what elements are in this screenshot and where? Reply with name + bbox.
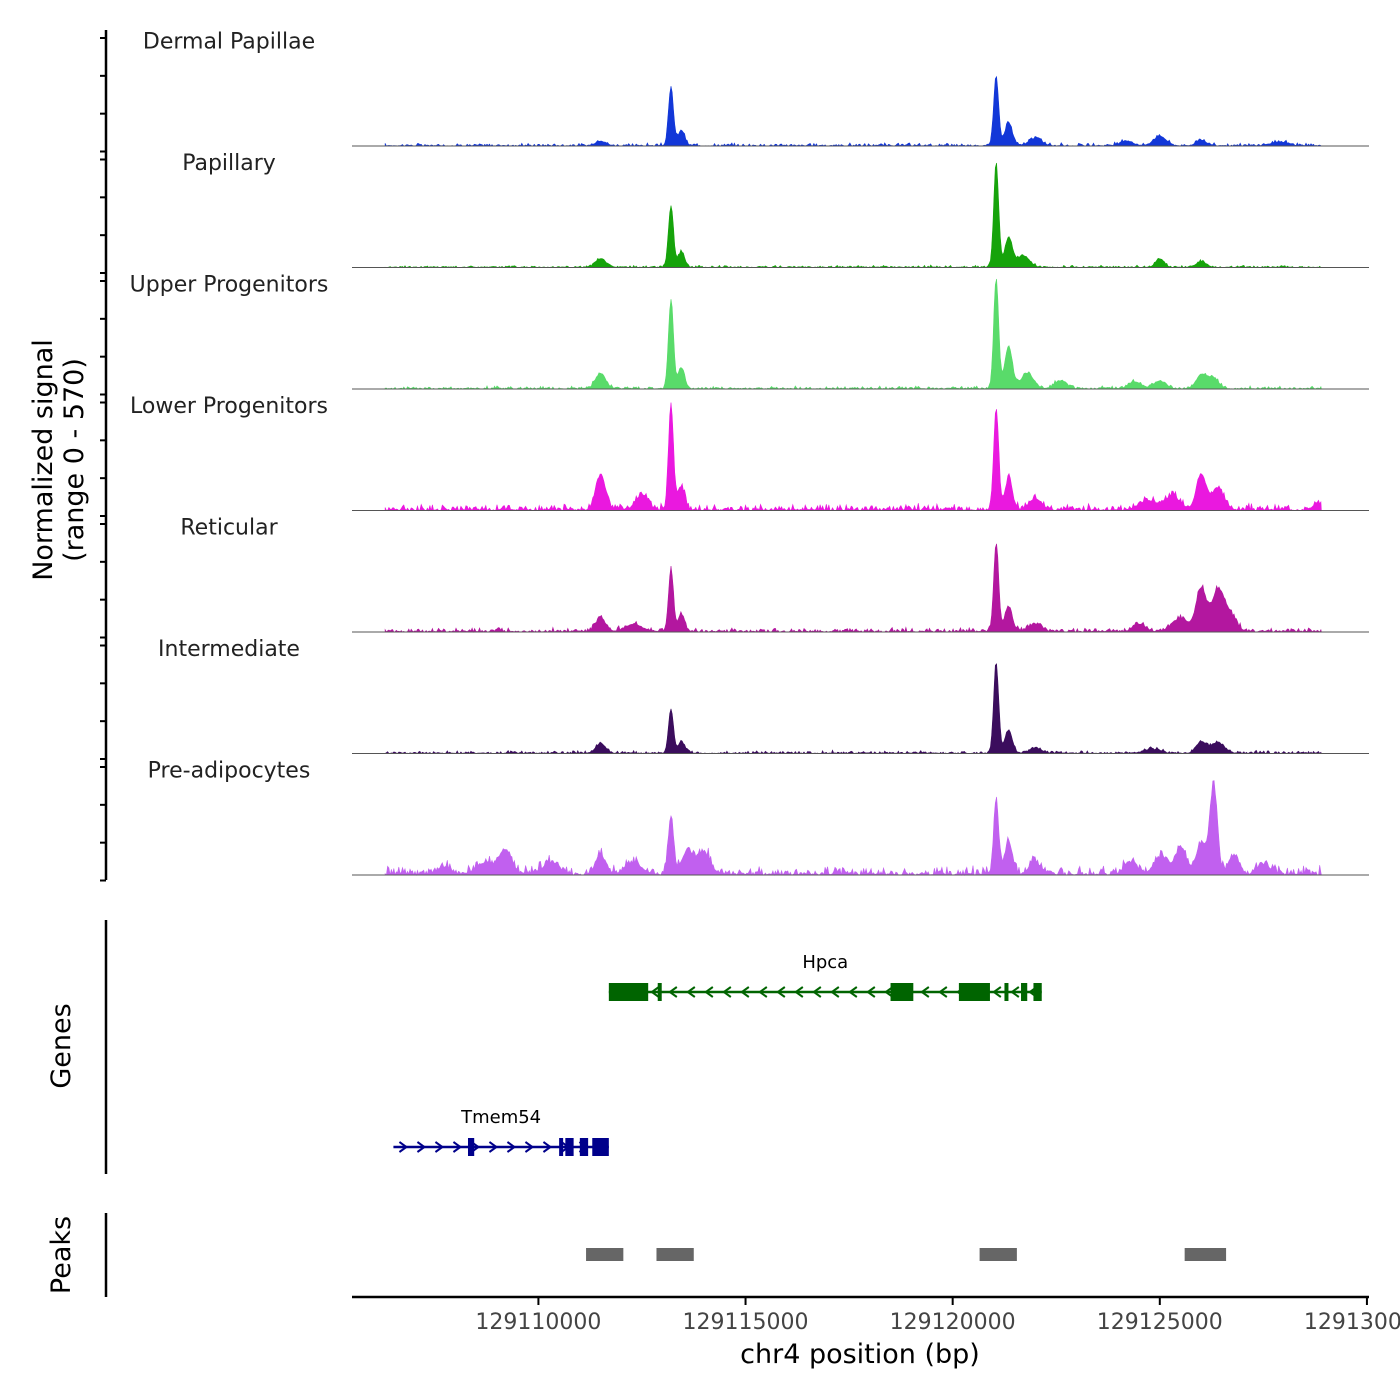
strand-arrow-icon [884, 986, 894, 998]
gene-exon [1021, 983, 1028, 1001]
coverage-signal [384, 162, 1322, 268]
strand-arrow-icon [650, 986, 660, 998]
genes-ylabel: Genes [46, 1003, 77, 1088]
gene-label: Hpca [802, 952, 848, 973]
x-tick-label: 129115000 [683, 1310, 809, 1335]
strand-arrow-icon [776, 986, 786, 998]
gene-exon [890, 983, 914, 1001]
x-axis: 129110000 129115000 129120000 129125000 1291… [352, 1295, 1400, 1335]
strand-arrow-icon [452, 1141, 463, 1153]
track-label: Intermediate [158, 637, 300, 662]
gene-exon [592, 1138, 609, 1156]
strand-arrow-icon [668, 986, 678, 998]
coverage-signal [384, 402, 1322, 512]
track-label: Pre-adipocytes [148, 758, 311, 783]
strand-arrow-icon [866, 986, 876, 998]
strand-arrow-icon [524, 1141, 535, 1153]
coverage-signal [384, 543, 1322, 633]
x-tick-label: 129110000 [475, 1310, 601, 1335]
peak-region [1184, 1248, 1227, 1261]
coverage-ylabel-line2: (range 0 - 570) [59, 358, 90, 562]
gene-exon [1004, 983, 1009, 1001]
gene-exon [579, 1138, 589, 1156]
gene-exon [559, 1138, 564, 1156]
genes-panel: Hpca Tmem54 [104, 920, 1042, 1174]
peak-region [586, 1248, 624, 1261]
coverage-signal [384, 780, 1322, 877]
peak-region [656, 1248, 694, 1261]
coverage-signal [384, 278, 1322, 390]
x-tick-label: 129130000 [1304, 1310, 1400, 1335]
x-tick-label: 129120000 [890, 1310, 1016, 1335]
strand-arrow-icon [434, 1141, 445, 1153]
peaks-panel [104, 1213, 1227, 1297]
gene-label: Tmem54 [460, 1107, 541, 1128]
track-label: Upper Progenitors [130, 272, 329, 297]
strand-arrow-icon [992, 986, 1002, 998]
track-label: Lower Progenitors [130, 394, 328, 419]
strand-arrow-icon [722, 986, 732, 998]
gene-exon [1033, 983, 1042, 1001]
x-tick-label: 129125000 [1097, 1310, 1223, 1335]
strand-arrow-icon [542, 1141, 553, 1153]
strand-arrow-icon [686, 986, 696, 998]
coverage-panel: Dermal Papillae Papillary Upper Progenitor… [100, 29, 1369, 882]
gene-exon [565, 1138, 574, 1156]
strand-arrow-icon [920, 986, 930, 998]
coverage-signal [384, 663, 1322, 755]
strand-arrow-icon [740, 986, 750, 998]
strand-arrow-icon [812, 986, 822, 998]
x-axis-label: chr4 position (bp) [740, 1339, 980, 1370]
strand-arrow-icon [830, 986, 840, 998]
gene-exon [657, 983, 662, 1001]
track-label: Papillary [182, 151, 276, 176]
strand-arrow-icon [488, 1141, 499, 1153]
strand-arrow-icon [938, 986, 948, 998]
coverage-ylabel-line1: Normalized signal [28, 339, 59, 581]
coverage-signal [384, 75, 1323, 147]
peaks-ylabel: Peaks [46, 1216, 77, 1294]
strand-arrow-icon [398, 1141, 409, 1153]
strand-arrow-icon [506, 1141, 517, 1153]
strand-arrow-icon [1010, 986, 1020, 998]
strand-arrow-icon [848, 986, 858, 998]
peak-region [979, 1248, 1017, 1261]
strand-arrow-icon [794, 986, 804, 998]
track-label: Dermal Papillae [143, 29, 315, 54]
gene-exon [608, 983, 649, 1001]
gene-exon [467, 1138, 475, 1156]
strand-arrow-icon [704, 986, 714, 998]
strand-arrow-icon [416, 1141, 427, 1153]
strand-arrow-icon [758, 986, 768, 998]
track-label: Reticular [180, 515, 278, 540]
gene-exon [958, 983, 990, 1001]
